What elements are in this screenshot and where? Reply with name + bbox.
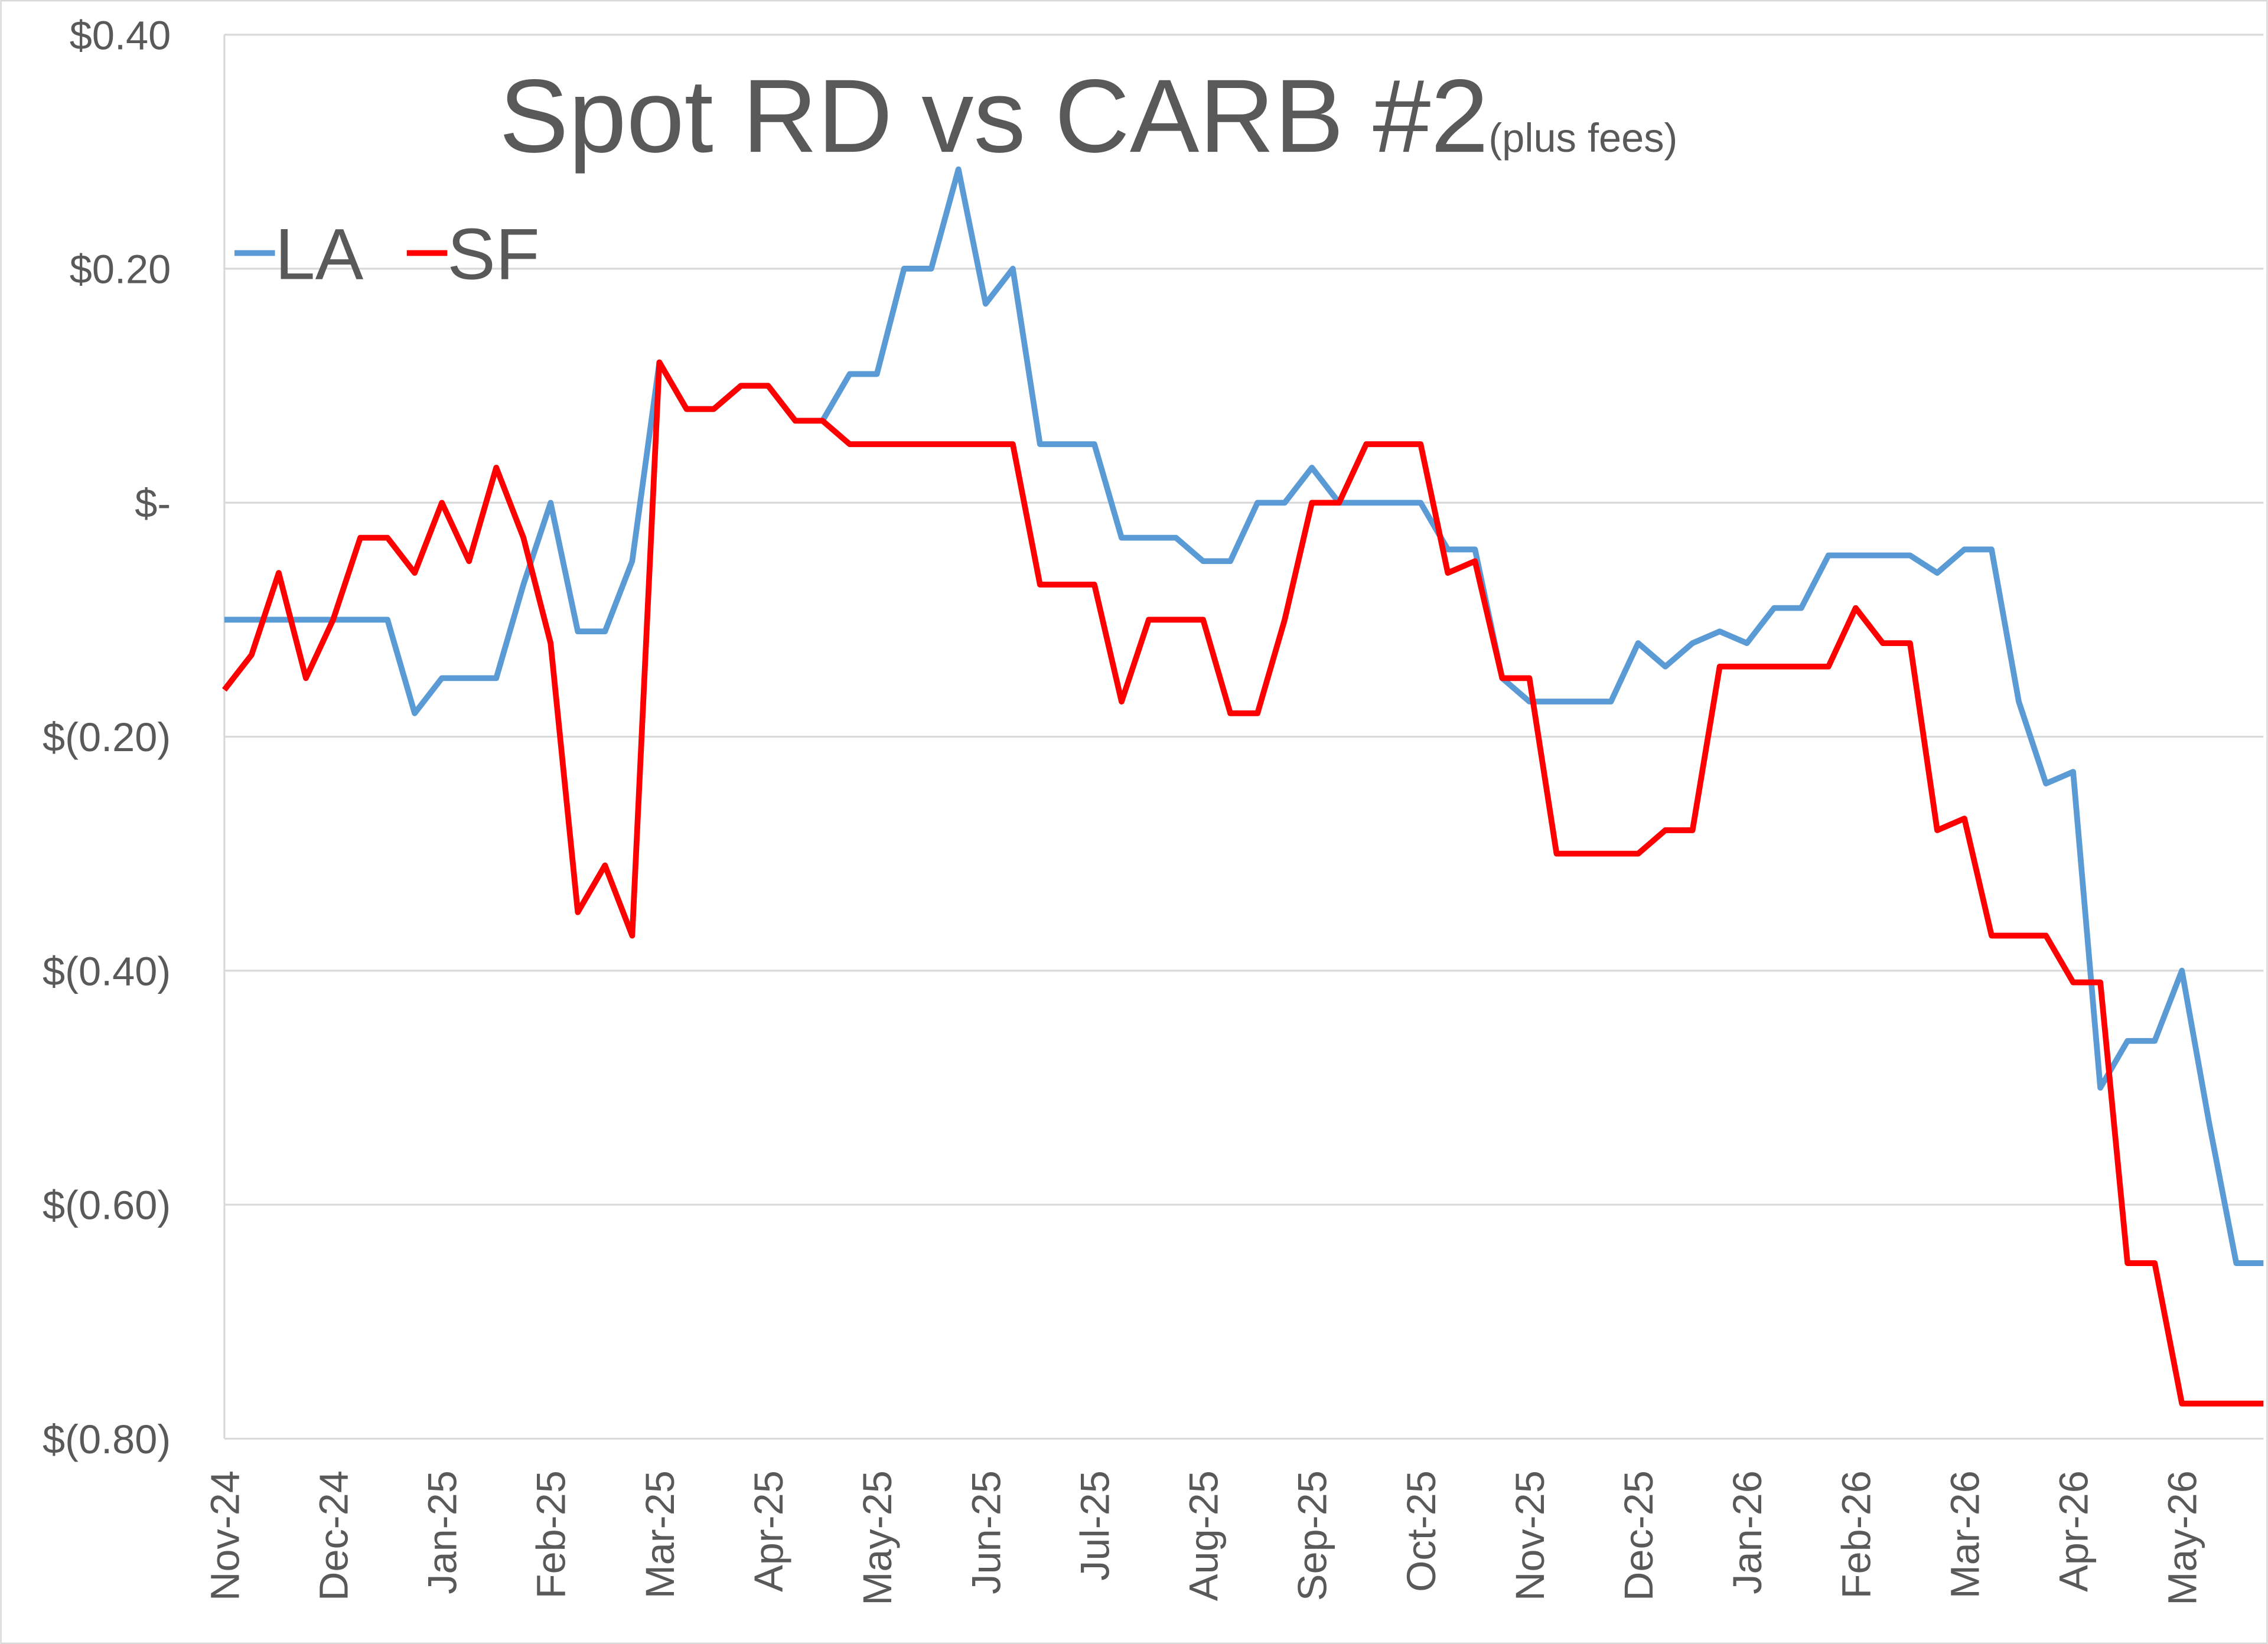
subtitle-text: (plus fees) (1488, 115, 1677, 161)
x-tick-label: Dec-25 (1616, 1470, 1661, 1601)
legend-label: SF (447, 214, 539, 295)
x-tick-label: Jan-26 (1725, 1470, 1770, 1594)
x-tick-label: Feb-26 (1833, 1470, 1879, 1599)
x-tick-label: Jul-25 (1072, 1470, 1117, 1581)
y-tick-label: $0.40 (70, 12, 171, 58)
x-tick-label: Oct-25 (1399, 1470, 1444, 1592)
chart-title: Spot RD vs CARB #2(plus fees) (499, 58, 1677, 174)
x-tick-label: Feb-25 (529, 1470, 574, 1599)
x-tick-label: Nov-25 (1507, 1470, 1553, 1601)
x-tick-label: Mar-25 (637, 1470, 683, 1599)
x-tick-label: May-26 (2160, 1470, 2205, 1606)
y-tick-label: $- (135, 481, 171, 526)
title-text: Spot RD vs CARB #2 (499, 58, 1488, 174)
y-tick-label: $(0.20) (43, 715, 171, 760)
x-tick-label: Nov-24 (202, 1470, 247, 1601)
x-tick-label: Mar-26 (1942, 1470, 1987, 1599)
series-line (224, 166, 2264, 1266)
x-tick-label: Apr-26 (2051, 1470, 2097, 1592)
x-tick-label: Jan-25 (420, 1470, 465, 1594)
x-tick-label: May-25 (855, 1470, 900, 1606)
x-tick-label: Dec-24 (311, 1470, 356, 1601)
x-tick-label: Jun-25 (963, 1470, 1009, 1594)
y-tick-label: $(0.60) (43, 1183, 171, 1228)
y-tick-label: $(0.80) (43, 1417, 171, 1462)
legend-label: LA (275, 214, 364, 295)
y-tick-label: $(0.40) (43, 948, 171, 994)
x-tick-label: Aug-25 (1181, 1470, 1227, 1601)
series-line (221, 359, 2264, 1407)
x-tick-label: Apr-25 (746, 1470, 791, 1592)
x-tick-label: Sep-25 (1290, 1470, 1335, 1601)
y-tick-label: $0.20 (70, 247, 171, 292)
